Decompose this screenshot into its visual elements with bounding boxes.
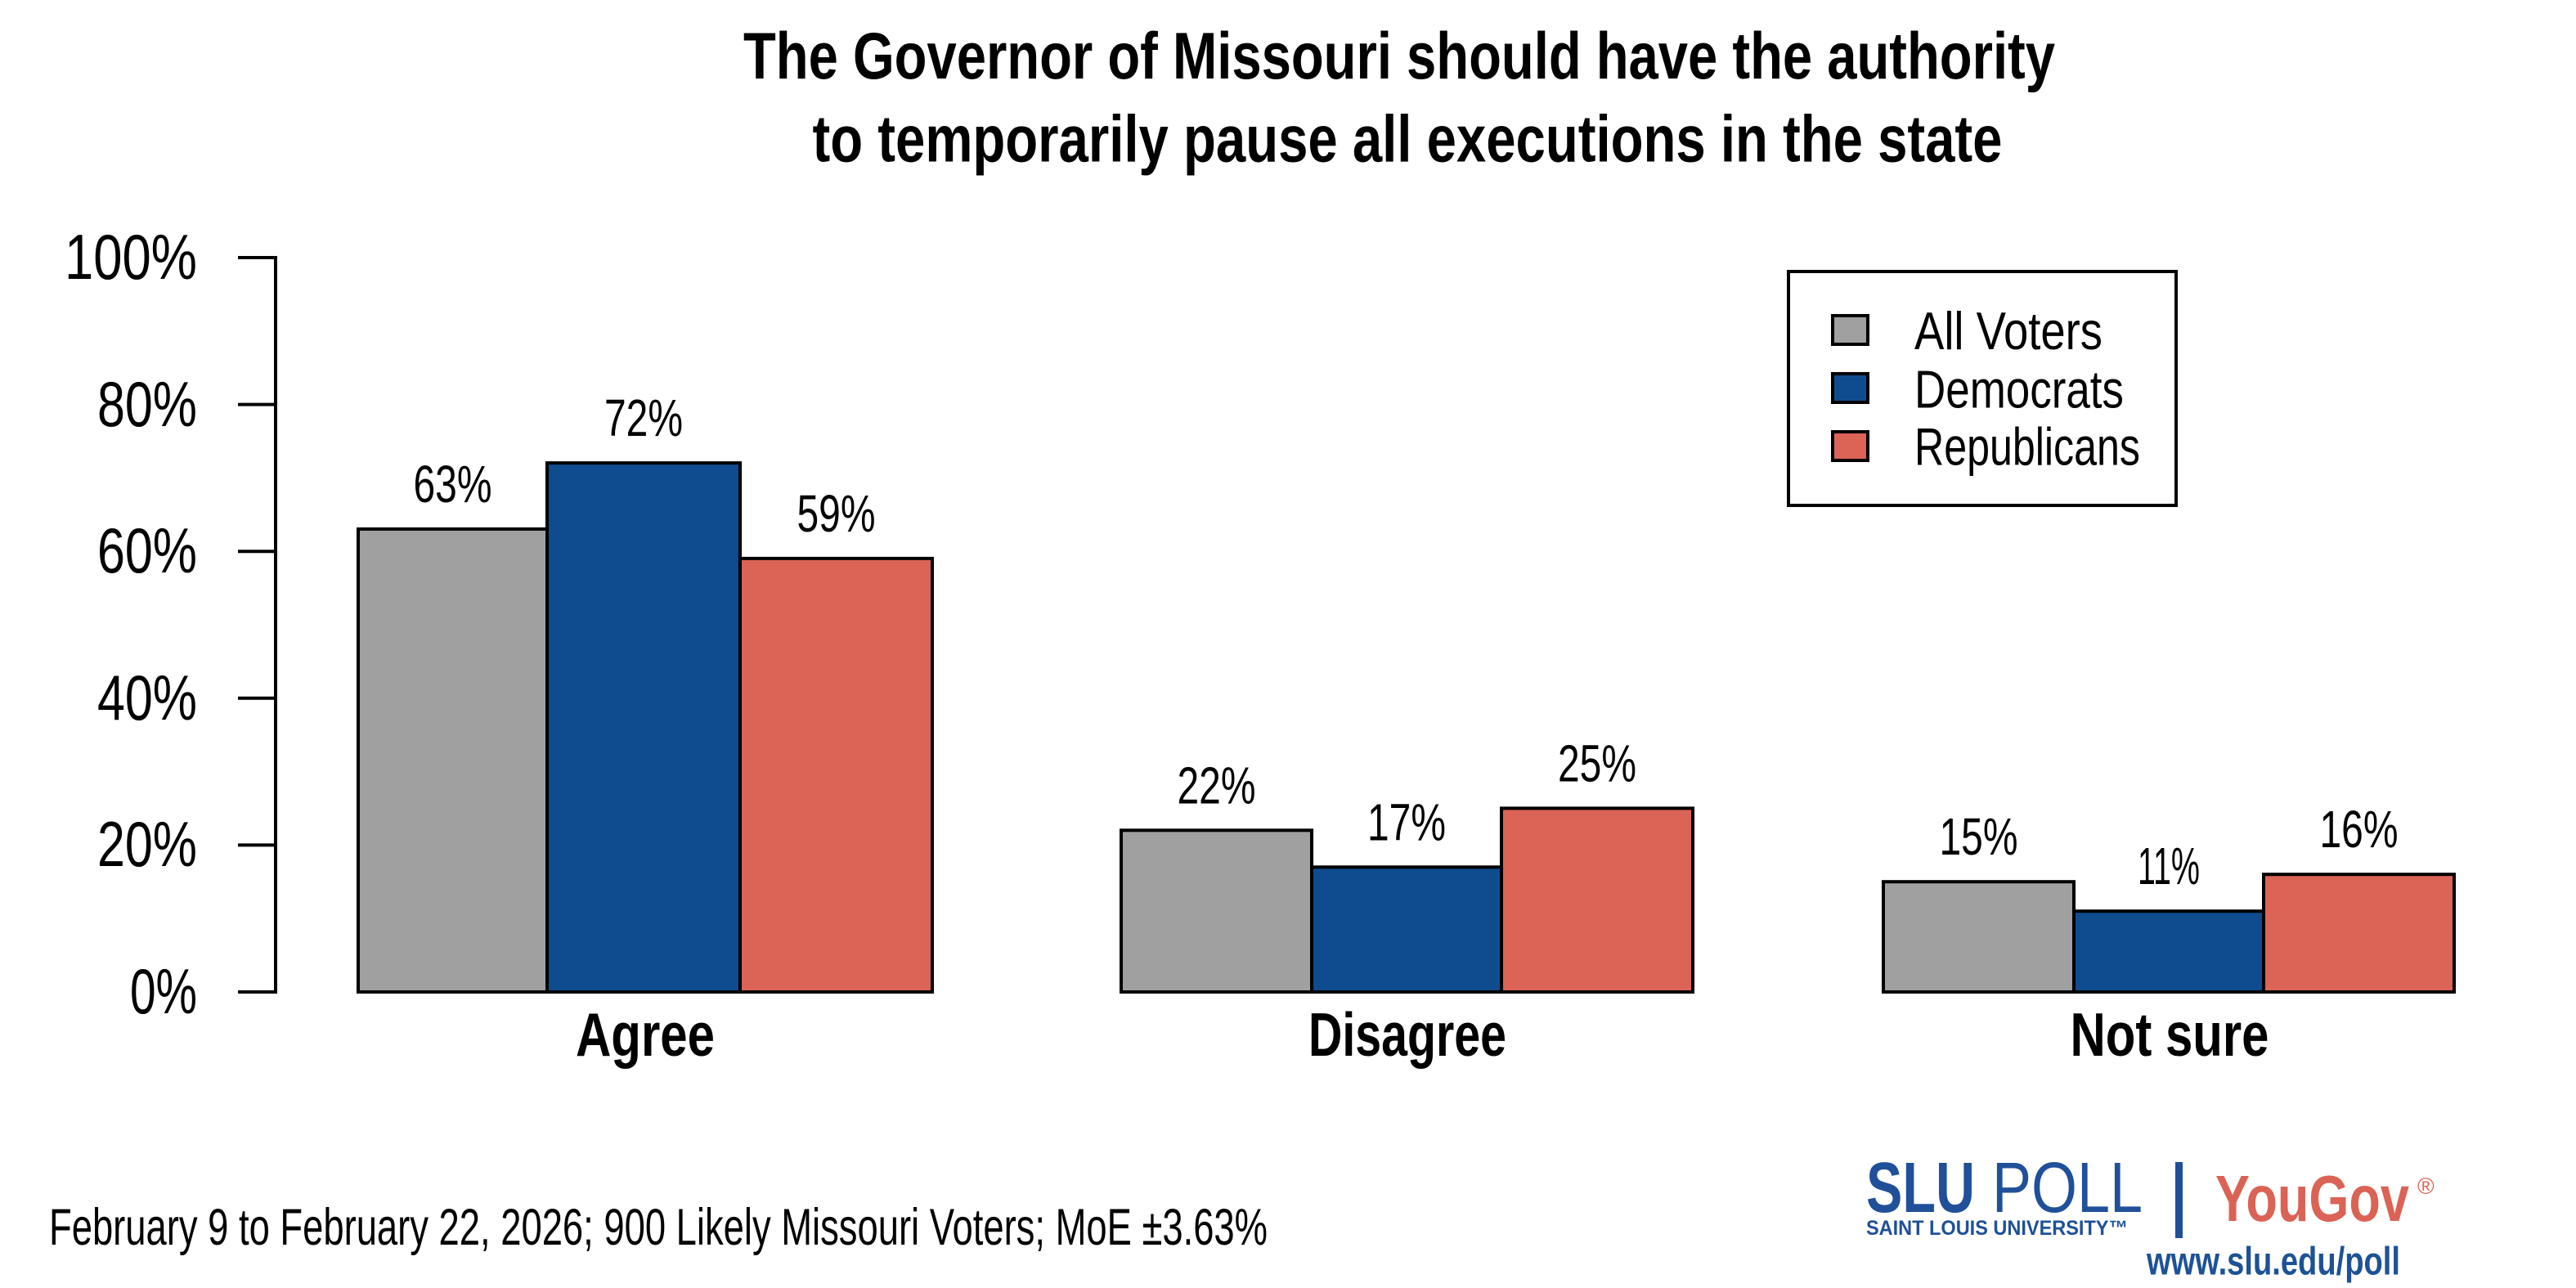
- svg-text:0%: 0%: [130, 955, 197, 1027]
- svg-text:POLL: POLL: [1992, 1148, 2143, 1227]
- svg-text:The Governor of Missouri shoul: The Governor of Missouri should have the…: [743, 20, 2055, 93]
- svg-text:25%: 25%: [1558, 734, 1636, 792]
- svg-text:SAINT LOUIS UNIVERSITY™: SAINT LOUIS UNIVERSITY™: [1866, 1217, 2128, 1240]
- svg-text:Democrats: Democrats: [1914, 360, 2124, 420]
- svg-text:www.slu.edu/poll: www.slu.edu/poll: [2146, 1241, 2400, 1284]
- svg-text:February 9 to February 22, 202: February 9 to February 22, 2026; 900 Lik…: [49, 1199, 1268, 1256]
- svg-text:®: ®: [2417, 1174, 2435, 1199]
- svg-text:15%: 15%: [1940, 807, 2018, 866]
- svg-text:Disagree: Disagree: [1308, 1000, 1506, 1069]
- svg-text:16%: 16%: [2320, 800, 2399, 859]
- svg-text:63%: 63%: [414, 455, 492, 514]
- svg-text:SLU: SLU: [1866, 1148, 1975, 1227]
- svg-text:60%: 60%: [97, 514, 197, 586]
- svg-text:Agree: Agree: [576, 1000, 715, 1069]
- svg-text:17%: 17%: [1367, 792, 1446, 851]
- svg-text:20%: 20%: [97, 808, 197, 880]
- svg-text:22%: 22%: [1178, 756, 1256, 815]
- svg-text:59%: 59%: [797, 484, 876, 543]
- svg-text:Republicans: Republicans: [1914, 417, 2140, 477]
- svg-text:11%: 11%: [2138, 837, 2200, 895]
- svg-text:All Voters: All Voters: [1914, 301, 2103, 361]
- svg-text:72%: 72%: [604, 388, 683, 447]
- svg-text:YouGov: YouGov: [2215, 1162, 2409, 1235]
- svg-text:80%: 80%: [97, 368, 197, 440]
- svg-text:100%: 100%: [65, 221, 197, 293]
- svg-text:40%: 40%: [97, 662, 197, 734]
- svg-text:to temporarily pause all execu: to temporarily pause all executions in t…: [813, 103, 2003, 177]
- svg-text:Not sure: Not sure: [2071, 1000, 2269, 1069]
